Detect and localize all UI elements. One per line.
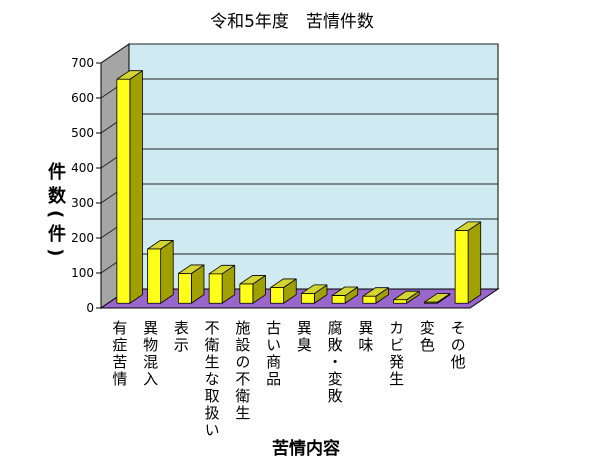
bar [116, 70, 143, 304]
category-label: 異臭 [294, 320, 313, 354]
bar-front-face [116, 78, 131, 304]
x-axis-title: 苦情内容 [272, 439, 340, 459]
bar-front-face [239, 283, 254, 304]
y-tick-label: 200 [71, 231, 94, 245]
bar [362, 287, 389, 304]
y-axis: 0 100 200 300 400 500 600 700 [71, 56, 102, 315]
bar-front-face [147, 248, 162, 304]
bar [270, 278, 297, 304]
category-label: 腐敗・変敗 [325, 320, 344, 405]
category-label: 有症苦情 [110, 320, 129, 388]
category-label: 異味 [356, 320, 375, 354]
category-label: 古い商品 [264, 320, 283, 388]
category-label: 表示 [171, 320, 190, 354]
bar [393, 290, 420, 304]
bar-front-face [454, 230, 469, 304]
bar [423, 293, 451, 304]
bar [208, 264, 236, 304]
bar-series [116, 70, 482, 304]
y-tick-label: 600 [71, 91, 94, 105]
y-tick-label: 300 [71, 196, 94, 210]
category-label: 施設の不衛生 [233, 320, 252, 422]
bar-front-face [177, 273, 192, 304]
bar [331, 286, 359, 304]
y-tick-label: 700 [71, 56, 94, 70]
bar-front-face [393, 299, 408, 304]
y-axis-title: 件数(件) [45, 162, 66, 263]
bar-front-face [423, 301, 438, 304]
bar-side-face [129, 70, 143, 304]
chart-title: 令和5年度 苦情件数 [210, 12, 374, 32]
bar-front-face [270, 287, 285, 304]
y-tick-label: 0 [86, 301, 94, 315]
bar [454, 221, 482, 304]
bar-side-face [467, 221, 482, 304]
bar [239, 275, 266, 304]
category-label: カビ発生 [387, 320, 406, 388]
category-label: その他 [448, 320, 467, 371]
category-label: 変色 [417, 320, 436, 354]
gridline [100, 43, 498, 64]
category-label: 異物混入 [141, 320, 160, 388]
bar-front-face [331, 295, 346, 304]
y-tick-label: 400 [71, 161, 94, 175]
bar-front-face [300, 293, 315, 304]
bar-front-face [362, 295, 377, 304]
category-label: 不衛生な取扱い [202, 320, 221, 439]
bar [177, 264, 205, 304]
bar-side-face [160, 240, 174, 304]
bar [300, 284, 328, 304]
bar [147, 240, 174, 304]
bar-front-face [208, 273, 223, 304]
back-wall [128, 43, 499, 290]
y-tick-label: 500 [71, 126, 94, 140]
y-tick-label: 100 [71, 266, 94, 280]
